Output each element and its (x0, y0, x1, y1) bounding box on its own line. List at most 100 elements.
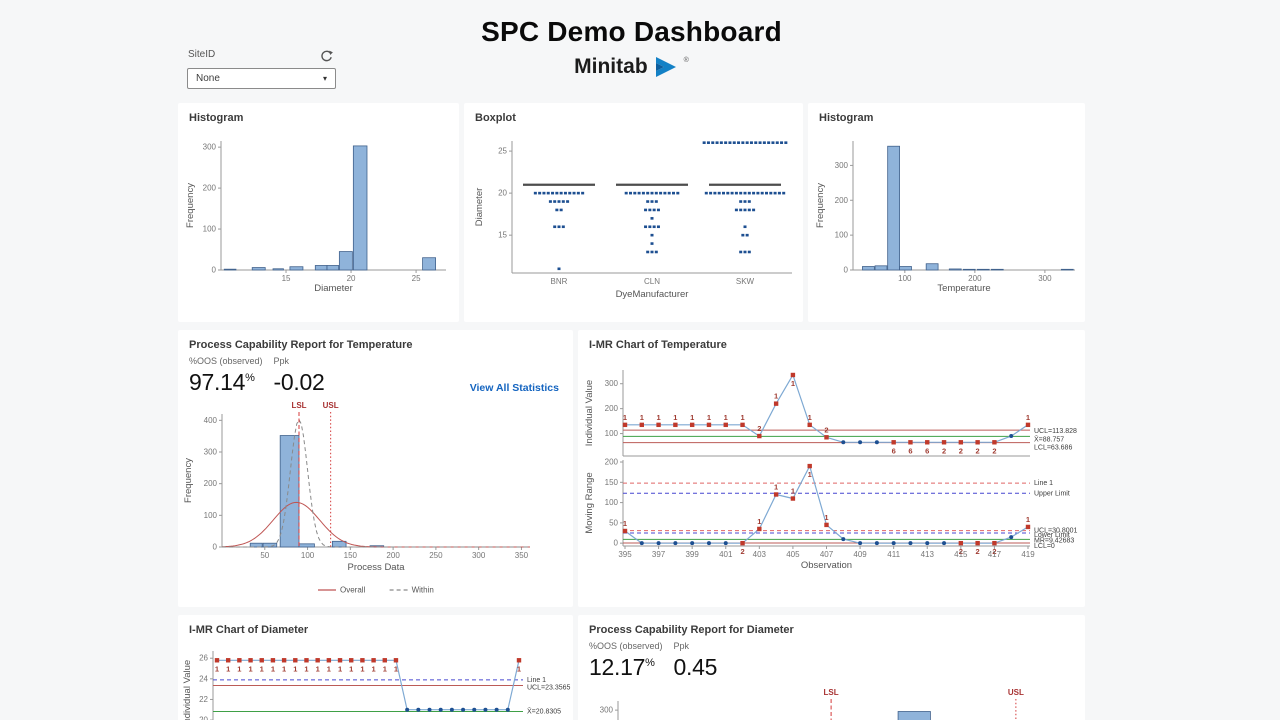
svg-text:1: 1 (757, 517, 761, 526)
svg-text:Line 1: Line 1 (1034, 480, 1053, 487)
oos-label: %OOS (observed) (189, 356, 263, 366)
svg-text:0: 0 (844, 266, 849, 275)
svg-text:1: 1 (740, 413, 744, 422)
svg-text:2: 2 (740, 547, 744, 556)
svg-text:Lower Limit: Lower Limit (1034, 532, 1070, 539)
svg-text:Line 1: Line 1 (527, 677, 546, 684)
svg-text:20: 20 (347, 274, 356, 283)
svg-text:1: 1 (623, 519, 627, 528)
svg-text:20: 20 (498, 189, 507, 198)
ppk-value: -0.02 (273, 369, 325, 395)
svg-text:50: 50 (260, 551, 269, 560)
svg-text:MR=9.42683: MR=9.42683 (1034, 537, 1074, 544)
oos-value: 12.17% (589, 654, 655, 680)
svg-text:407: 407 (820, 550, 834, 559)
svg-text:1: 1 (248, 664, 252, 673)
svg-text:100: 100 (204, 511, 218, 520)
imr-diameter-chart: 20 22 24 26 Individual Value Line 1UCL=23.356… (178, 643, 573, 720)
svg-text:CLN: CLN (644, 277, 660, 286)
siteid-select[interactable]: None ▾ (187, 68, 336, 89)
svg-text:2: 2 (976, 547, 980, 556)
svg-text:405: 405 (786, 550, 800, 559)
svg-text:100: 100 (835, 231, 849, 240)
svg-text:1: 1 (1026, 515, 1030, 524)
svg-text:24: 24 (199, 674, 208, 683)
filter-label: SiteID (188, 49, 216, 60)
svg-text:Within: Within (412, 586, 434, 595)
boxplot-chart: 15 20 25 Diameter DyeManufacturer BNR CLN SKW (464, 133, 803, 318)
page-title: SPC Demo Dashboard (481, 16, 782, 47)
chart-title: Boxplot (475, 112, 516, 124)
oos-label: %OOS (observed) (589, 641, 663, 651)
card-imr-diameter: I-MR Chart of Diameter 20 22 24 26 Individua… (178, 615, 573, 720)
svg-text:SKW: SKW (736, 277, 755, 286)
svg-text:397: 397 (652, 550, 666, 559)
capability-temperature-chart: 0 100 200 300 400 50 100 150 200 250 300 350 Frequen… (178, 400, 573, 600)
capability-stats: %OOS (observed) 12.17% Ppk 0.45 (589, 641, 742, 681)
svg-text:50: 50 (609, 518, 618, 527)
svg-text:1: 1 (808, 413, 812, 422)
svg-text:400: 400 (204, 416, 218, 425)
svg-text:1: 1 (215, 664, 219, 673)
refresh-icon[interactable] (320, 50, 333, 63)
svg-text:1: 1 (316, 664, 320, 673)
svg-text:300: 300 (605, 379, 619, 388)
brand-name: Minitab (574, 55, 648, 78)
svg-text:LSL: LSL (291, 401, 306, 410)
svg-text:Frequency: Frequency (185, 183, 196, 228)
svg-text:250: 250 (429, 551, 443, 560)
svg-text:200: 200 (386, 551, 400, 560)
svg-text:300: 300 (203, 143, 217, 152)
svg-text:1: 1 (282, 664, 286, 673)
svg-text:417: 417 (988, 550, 1002, 559)
svg-text:UCL=30.8001: UCL=30.8001 (1034, 528, 1078, 535)
svg-text:1: 1 (394, 664, 398, 673)
svg-text:6: 6 (925, 446, 929, 455)
siteid-selected-value: None (196, 73, 220, 84)
minitab-logo-icon (655, 57, 676, 77)
svg-text:0: 0 (614, 539, 619, 548)
svg-text:1: 1 (707, 413, 711, 422)
svg-text:300: 300 (835, 161, 849, 170)
svg-text:Moving Range: Moving Range (584, 472, 595, 533)
svg-text:Upper Limit: Upper Limit (1034, 490, 1070, 497)
svg-text:300: 300 (204, 448, 218, 457)
svg-text:1: 1 (724, 413, 728, 422)
chart-title: I-MR Chart of Diameter (189, 624, 309, 636)
svg-text:Diameter: Diameter (474, 188, 485, 227)
svg-text:403: 403 (753, 550, 767, 559)
imr-temperature-chart: 100 200 300 Individual Value UCL=113.828 X̄=8… (578, 356, 1085, 578)
brand: Minitab ® (178, 55, 1085, 79)
svg-text:BNR: BNR (551, 277, 568, 286)
svg-text:2: 2 (757, 424, 761, 433)
chart-title: Histogram (819, 112, 874, 124)
svg-text:Process Data: Process Data (347, 562, 405, 573)
svg-text:1: 1 (1026, 413, 1030, 422)
svg-text:411: 411 (887, 550, 900, 559)
svg-text:1: 1 (327, 664, 331, 673)
svg-text:20: 20 (199, 716, 208, 720)
svg-text:USL: USL (323, 401, 339, 410)
svg-text:UCL=113.828: UCL=113.828 (1034, 428, 1077, 435)
capability-diameter-chart: 0100200300FrequencyLSLUSL (578, 687, 1085, 720)
chevron-down-icon: ▾ (322, 73, 327, 83)
svg-text:419: 419 (1021, 550, 1035, 559)
svg-text:300: 300 (600, 706, 614, 715)
svg-text:150: 150 (344, 551, 358, 560)
svg-text:1: 1 (237, 664, 241, 673)
ppk-label: Ppk (273, 356, 290, 366)
svg-text:2: 2 (942, 446, 946, 455)
svg-text:1: 1 (271, 664, 275, 673)
svg-text:415: 415 (954, 550, 968, 559)
svg-text:1: 1 (623, 413, 627, 422)
svg-text:2: 2 (824, 425, 828, 434)
ppk-label: Ppk (673, 641, 690, 651)
svg-text:26: 26 (199, 654, 208, 663)
svg-text:300: 300 (1038, 274, 1052, 283)
svg-text:200: 200 (968, 274, 982, 283)
svg-text:399: 399 (685, 550, 699, 559)
view-all-statistics-link[interactable]: View All Statistics (469, 382, 559, 394)
oos-value: 97.14% (189, 369, 255, 395)
svg-text:200: 200 (835, 196, 849, 205)
svg-text:6: 6 (908, 446, 912, 455)
